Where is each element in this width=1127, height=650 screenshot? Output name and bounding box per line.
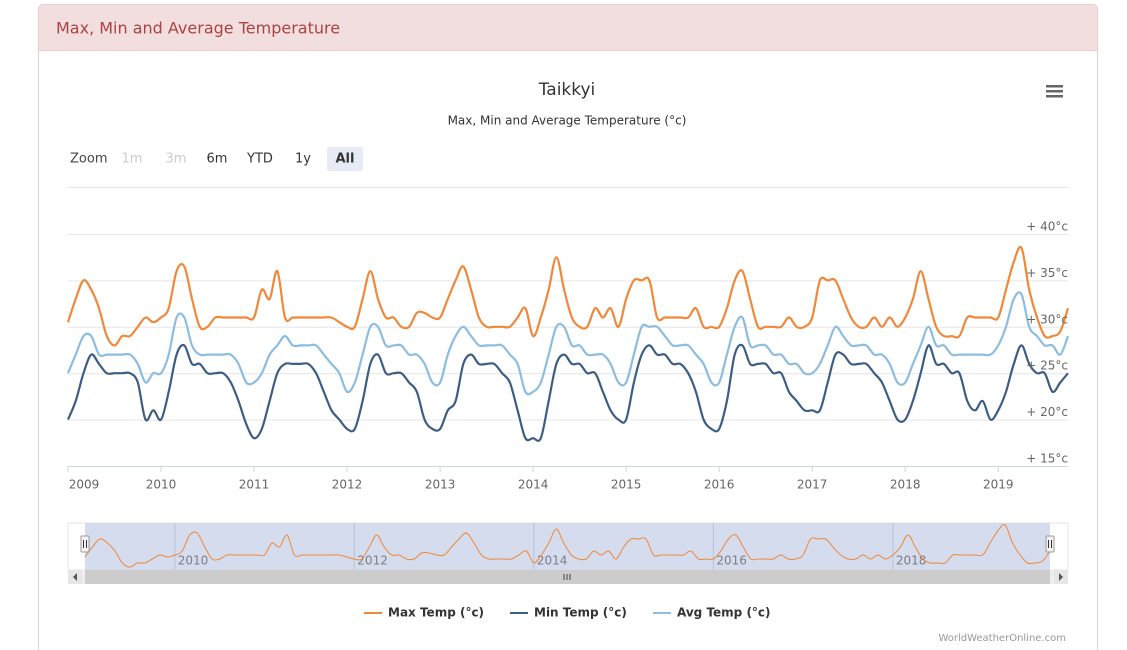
panel-title: Max, Min and Average Temperature (56, 19, 340, 38)
legend-label: Avg Temp (°c) (677, 606, 771, 620)
x-tick-label: 2019 (983, 478, 1014, 492)
menu-bar (1046, 95, 1063, 98)
zoom-button-bg[interactable] (285, 147, 321, 171)
navigator-tick-label: 2012 (357, 554, 388, 568)
handle-grip (1048, 540, 1052, 548)
handle-grip (83, 540, 87, 548)
navigator-mask[interactable] (85, 523, 1050, 570)
x-tick-label: 2014 (518, 478, 549, 492)
x-tick-label: 2017 (797, 478, 828, 492)
zoom-buttons: 1m 3m 6m YTD 1y All (114, 147, 363, 171)
series-line (66, 245, 1070, 347)
zoom-button-bg (158, 147, 194, 171)
series-line (66, 343, 1069, 442)
zoom-button-label: 3m (166, 152, 187, 167)
zoom-button-bg[interactable] (327, 147, 363, 171)
y-tick-label: + 15°c (1026, 452, 1068, 466)
x-tick-label: 2011 (239, 478, 270, 492)
legend-label: Min Temp (°c) (534, 606, 627, 620)
y-tick-label: + 25°c (1026, 359, 1068, 373)
chart-title: Taikkyi (538, 80, 596, 100)
grid (68, 234, 1068, 421)
legend-item[interactable]: Avg Temp (°c) (653, 606, 771, 620)
zoom-button-label: 6m (207, 152, 228, 167)
navigator-tick-label: 2016 (716, 554, 747, 568)
axes: + 15°c + 20°c + 25°c + 30°c + 35°c + 40°c 2009… (67, 220, 1068, 492)
zoom-button-label: 1m (122, 152, 143, 167)
navigator-tick-label: 2014 (537, 554, 568, 568)
y-tick-label: + 40°c (1026, 220, 1068, 234)
navigator-handle[interactable] (80, 535, 90, 553)
navigator[interactable]: 2010 2012 2014 2016 2018 (67, 522, 1069, 571)
zoom-button[interactable]: All (327, 147, 363, 171)
zoom-button-label: YTD (246, 152, 273, 167)
y-tick-label: + 35°c (1026, 266, 1068, 280)
x-tick-label: 2009 (69, 478, 100, 492)
x-tick-label: 2015 (611, 478, 642, 492)
zoom-button[interactable]: 6m (199, 147, 235, 171)
zoom-button[interactable]: YTD (242, 147, 278, 171)
y-tick-label: + 30°c (1026, 312, 1068, 326)
scrollbar[interactable] (68, 570, 1068, 584)
series-lines (66, 245, 1070, 442)
panel-header (39, 5, 1097, 50)
x-tick-label: 2016 (704, 478, 735, 492)
x-tick-label: 2010 (146, 478, 177, 492)
navigator-tick-label: 2010 (178, 554, 209, 568)
series-line (66, 291, 1070, 396)
x-tick-label: 2013 (425, 478, 456, 492)
navigator-tick-label: 2018 (896, 554, 927, 568)
navigator-handle[interactable] (1045, 535, 1055, 553)
zoom-button-bg[interactable] (199, 147, 235, 171)
legend-item[interactable]: Max Temp (°c) (364, 606, 484, 620)
zoom-button-bg[interactable] (242, 147, 278, 171)
menu-button[interactable] (1040, 78, 1068, 104)
arrow-right (1059, 573, 1063, 581)
legend-label: Max Temp (°c) (388, 606, 484, 620)
navigator-line (84, 524, 1051, 568)
arrow-left (73, 573, 77, 581)
zoom-button: 3m (158, 147, 194, 171)
zoom-button-label: 1y (295, 152, 311, 167)
scrollbar-grip (563, 574, 571, 580)
zoom-button: 1m (114, 147, 150, 171)
legend: Max Temp (°c) Min Temp (°c) Avg Temp (°c) (364, 606, 771, 620)
y-tick-label: + 20°c (1026, 405, 1068, 419)
x-tick-label: 2012 (332, 478, 363, 492)
zoom-button-bg (114, 147, 150, 171)
zoom-button[interactable]: 1y (285, 147, 321, 171)
credits: WorldWeatherOnline.com (938, 633, 1066, 644)
menu-bar (1046, 85, 1063, 88)
legend-item[interactable]: Min Temp (°c) (510, 606, 627, 620)
zoom-button-label: All (336, 152, 355, 167)
x-tick-label: 2018 (890, 478, 921, 492)
zoom-label: Zoom (70, 152, 107, 167)
chart-subtitle: Max, Min and Average Temperature (°c) (448, 114, 687, 128)
menu-bar (1046, 90, 1063, 93)
